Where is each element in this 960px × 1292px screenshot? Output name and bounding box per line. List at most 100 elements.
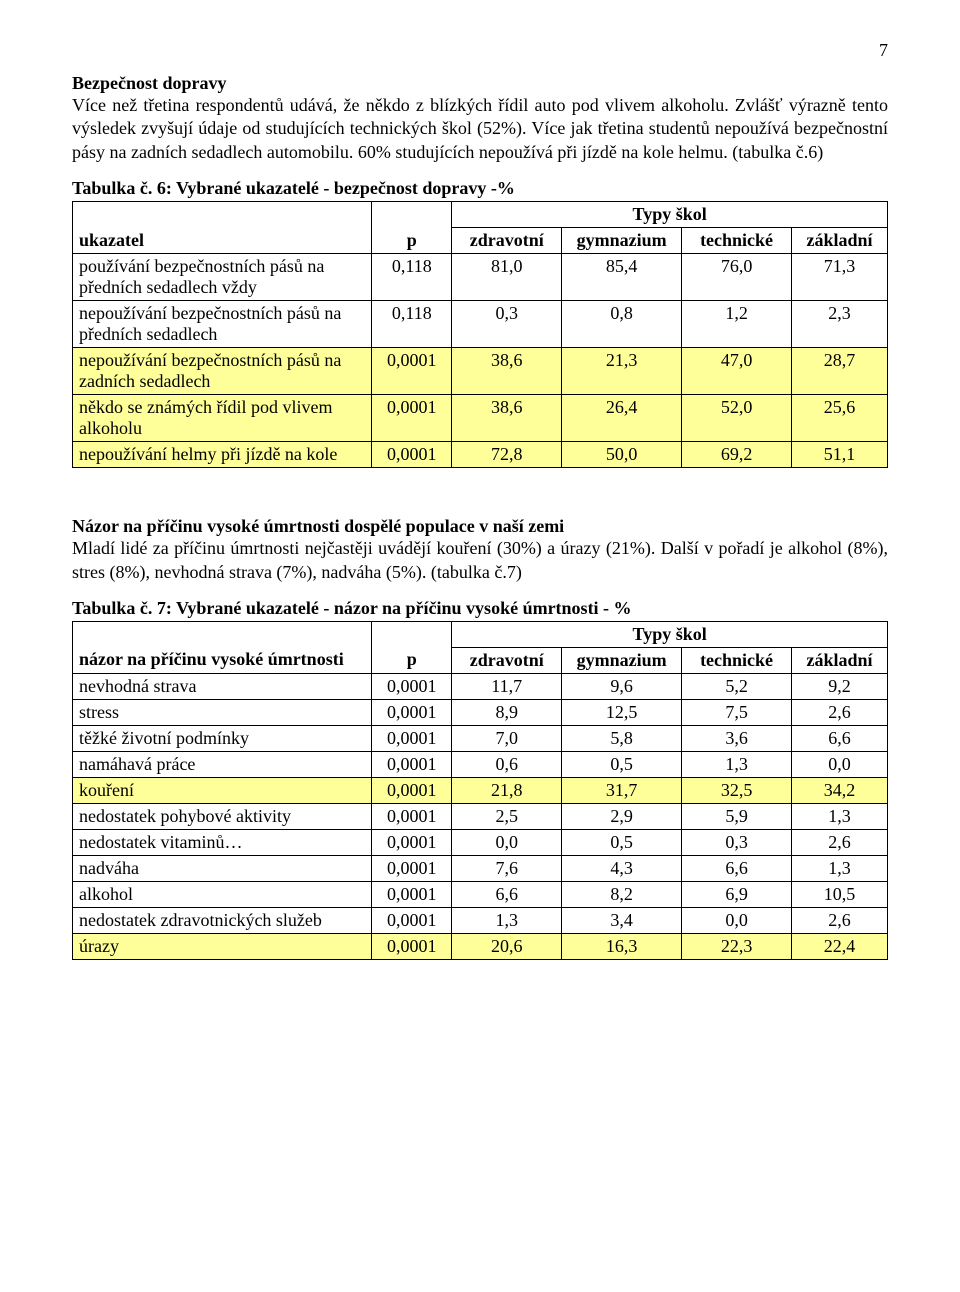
table-cell: 81,0: [452, 254, 562, 301]
table-row: nepoužívání bezpečnostních pásů na předn…: [73, 301, 888, 348]
table-cell: 1,2: [682, 301, 792, 348]
table-cell: 0,5: [562, 829, 682, 855]
table-cell: 22,4: [792, 933, 888, 959]
table-cell: 7,6: [452, 855, 562, 881]
table-cell: 2,3: [792, 301, 888, 348]
table-row: nadváha0,00017,64,36,61,3: [73, 855, 888, 881]
table-row: Typy škol: [73, 621, 888, 647]
table7: Typy škol názor na příčinu vysoké úmrtno…: [72, 621, 888, 960]
col-ukazatel: ukazatel: [73, 228, 372, 254]
col-zakladni: základní: [792, 647, 888, 673]
table-cell: používání bezpečnostních pásů na předníc…: [73, 254, 372, 301]
table-cell: nedostatek pohybové aktivity: [73, 803, 372, 829]
table-cell: 0,0001: [372, 673, 452, 699]
table-cell: 7,0: [452, 725, 562, 751]
table-row: názor na příčinu vysoké úmrtnosti p zdra…: [73, 647, 888, 673]
table-cell: těžké životní podmínky: [73, 725, 372, 751]
table-cell: 0,6: [452, 751, 562, 777]
table-cell: 0,0001: [372, 348, 452, 395]
table-cell: 28,7: [792, 348, 888, 395]
table-cell: nedostatek zdravotnických služeb: [73, 907, 372, 933]
table-row: používání bezpečnostních pásů na předníc…: [73, 254, 888, 301]
table-cell: 0,0: [792, 751, 888, 777]
table-cell: 12,5: [562, 699, 682, 725]
table7-caption: Tabulka č. 7: Vybrané ukazatelé - názor …: [72, 598, 888, 619]
table-cell: 38,6: [452, 395, 562, 442]
table-cell: 5,9: [682, 803, 792, 829]
table-cell: 22,3: [682, 933, 792, 959]
table-cell: 0,0001: [372, 395, 452, 442]
col-nazor: názor na příčinu vysoké úmrtnosti: [73, 647, 372, 673]
table-cell: 7,5: [682, 699, 792, 725]
table-row: nedostatek pohybové aktivity0,00012,52,9…: [73, 803, 888, 829]
table-cell: 10,5: [792, 881, 888, 907]
section-para-safety: Více než třetina respondentů udává, že n…: [72, 94, 888, 164]
table-row: alkohol0,00016,68,26,910,5: [73, 881, 888, 907]
table-cell: 0,0001: [372, 933, 452, 959]
page-number: 7: [72, 40, 888, 61]
table-row: nevhodná strava0,000111,79,65,29,2: [73, 673, 888, 699]
table-cell: úrazy: [73, 933, 372, 959]
table-cell: 32,5: [682, 777, 792, 803]
table-cell: nevhodná strava: [73, 673, 372, 699]
table-cell: 25,6: [792, 395, 888, 442]
table-cell: nepoužívání helmy při jízdě na kole: [73, 442, 372, 468]
table-cell: 6,6: [452, 881, 562, 907]
table-cell: 9,2: [792, 673, 888, 699]
col-gymnazium: gymnazium: [562, 647, 682, 673]
table-blank-cell: [73, 621, 372, 647]
table-cell: 0,118: [372, 254, 452, 301]
table-cell: 0,0001: [372, 855, 452, 881]
table-cell: kouření: [73, 777, 372, 803]
table-row: nepoužívání bezpečnostních pásů na zadní…: [73, 348, 888, 395]
table-row: Typy škol: [73, 202, 888, 228]
table-cell: někdo se známých řídil pod vlivem alkoho…: [73, 395, 372, 442]
table-row: kouření0,000121,831,732,534,2: [73, 777, 888, 803]
table-cell: 6,9: [682, 881, 792, 907]
table-cell: 5,2: [682, 673, 792, 699]
section-title-mortality: Názor na příčinu vysoké úmrtnosti dospěl…: [72, 516, 888, 537]
table-cell: 0,118: [372, 301, 452, 348]
table-cell: 0,0001: [372, 803, 452, 829]
col-zdravotni: zdravotní: [452, 228, 562, 254]
table-cell: stress: [73, 699, 372, 725]
page: 7 Bezpečnost dopravy Více než třetina re…: [0, 0, 960, 1000]
table-cell: 1,3: [792, 803, 888, 829]
table6-caption: Tabulka č. 6: Vybrané ukazatelé - bezpeč…: [72, 178, 888, 199]
table-cell: 8,9: [452, 699, 562, 725]
table-cell: 0,0001: [372, 881, 452, 907]
table-cell: nedostatek vitaminů…: [73, 829, 372, 855]
col-gymnazium: gymnazium: [562, 228, 682, 254]
table-cell: 0,0001: [372, 442, 452, 468]
table-blank-cell: [372, 621, 452, 647]
table-cell: 47,0: [682, 348, 792, 395]
table-cell: 5,8: [562, 725, 682, 751]
section-para-mortality: Mladí lidé za příčinu úmrtnosti nejčastě…: [72, 537, 888, 584]
col-technicke: technické: [682, 228, 792, 254]
table-cell: 38,6: [452, 348, 562, 395]
table-cell: 1,3: [452, 907, 562, 933]
table-cell: 8,2: [562, 881, 682, 907]
table-cell: 2,5: [452, 803, 562, 829]
table-cell: 31,7: [562, 777, 682, 803]
table-cell: 16,3: [562, 933, 682, 959]
table-cell: 0,0001: [372, 699, 452, 725]
table-cell: 6,6: [792, 725, 888, 751]
table-cell: 0,0001: [372, 725, 452, 751]
spacer: [72, 468, 888, 516]
table-cell: 52,0: [682, 395, 792, 442]
table-cell: 20,6: [452, 933, 562, 959]
table-row: stress0,00018,912,57,52,6: [73, 699, 888, 725]
table-cell: 34,2: [792, 777, 888, 803]
table-cell: alkohol: [73, 881, 372, 907]
table-cell: 0,5: [562, 751, 682, 777]
table-cell: 3,6: [682, 725, 792, 751]
table-cell: nepoužívání bezpečnostních pásů na zadní…: [73, 348, 372, 395]
table-cell: 71,3: [792, 254, 888, 301]
col-zakladni: základní: [792, 228, 888, 254]
table-cell: 0,3: [682, 829, 792, 855]
table-cell: 21,3: [562, 348, 682, 395]
section-title-safety: Bezpečnost dopravy: [72, 73, 888, 94]
table-cell: 69,2: [682, 442, 792, 468]
table-blank-cell: [73, 202, 372, 228]
